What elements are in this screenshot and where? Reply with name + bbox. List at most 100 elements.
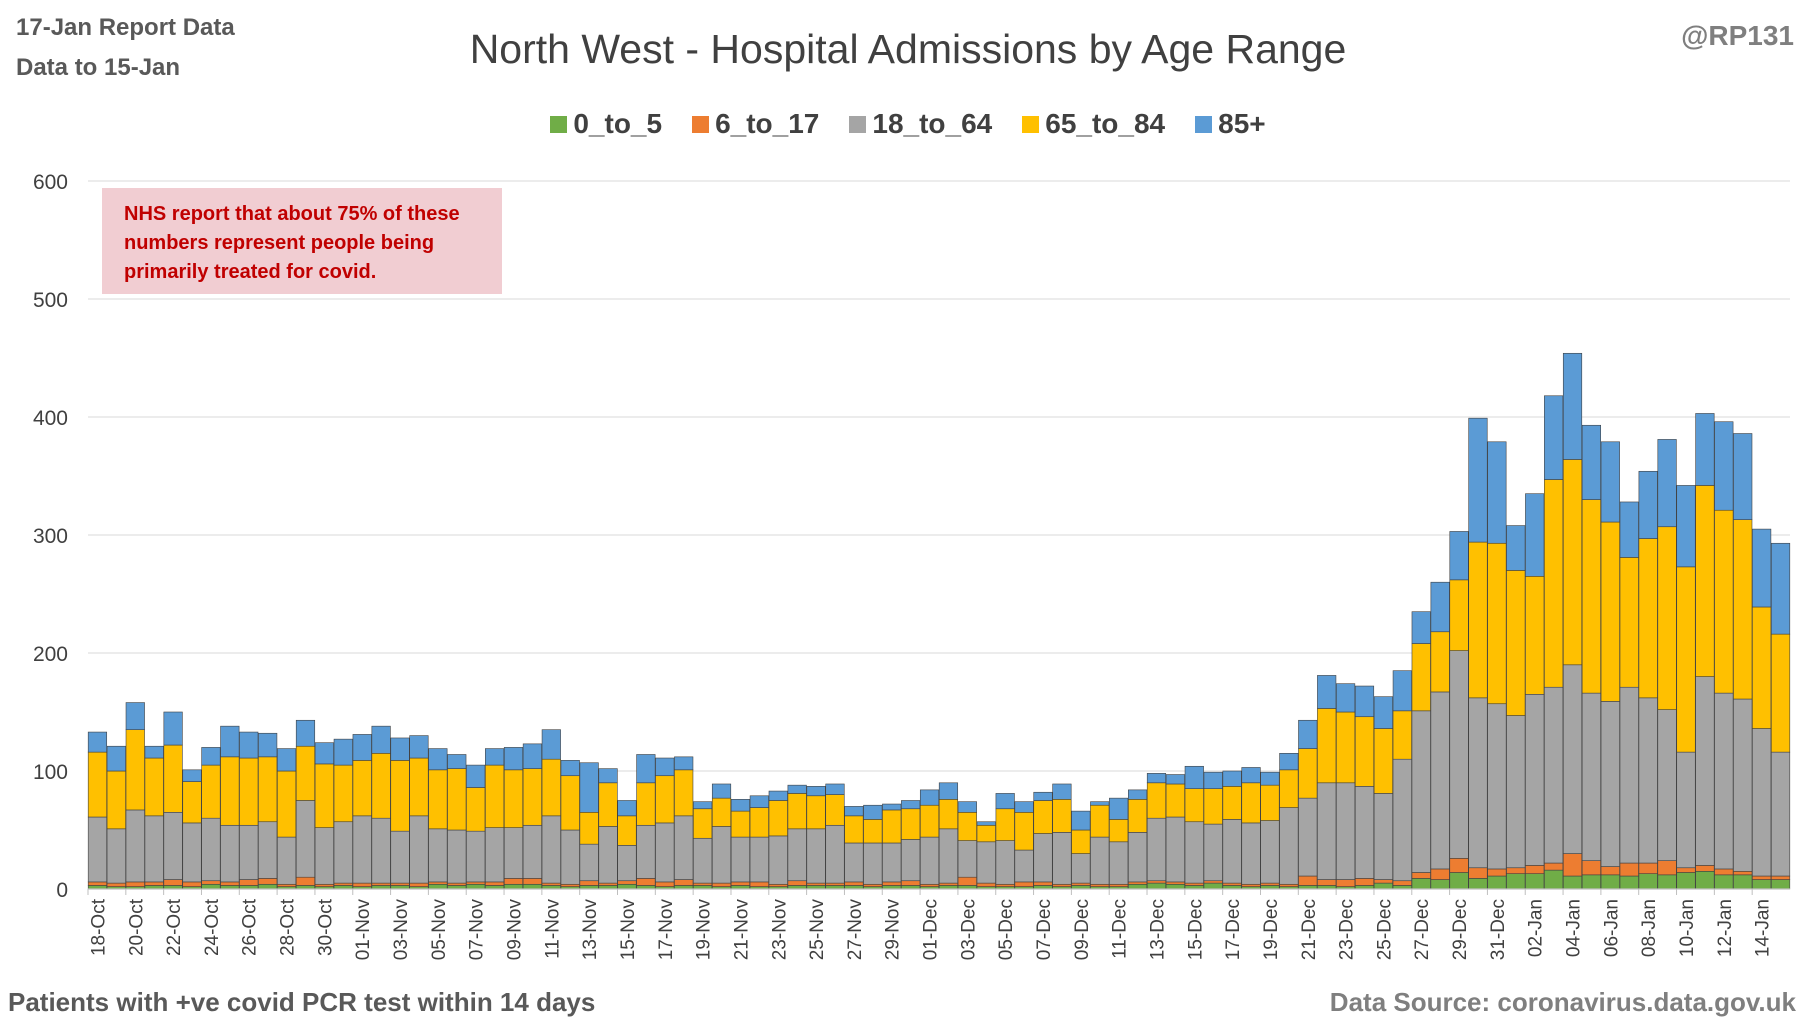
bar-segment-6-to-17 bbox=[901, 880, 921, 886]
x-tick-label: 23-Dec bbox=[1337, 899, 1358, 960]
bar-segment-85- bbox=[1260, 771, 1280, 786]
legend-label-0-to-5: 0_to_5 bbox=[573, 108, 663, 139]
bar-segment-85- bbox=[1014, 801, 1034, 813]
bar-segment-18-to-64 bbox=[919, 836, 940, 885]
bar-segment-18-to-64 bbox=[1128, 832, 1148, 883]
bar-segment-65-to-84 bbox=[693, 808, 713, 839]
bar-segment-0-to-5 bbox=[1146, 882, 1167, 890]
bar-segment-0-to-5 bbox=[1487, 875, 1507, 890]
bar-segment-65-to-84 bbox=[295, 745, 316, 801]
bar-segment-85- bbox=[1392, 670, 1412, 712]
bar-segment-0-to-5 bbox=[1449, 872, 1469, 890]
bar-segment-65-to-84 bbox=[144, 757, 164, 817]
bar-segment-6-to-17 bbox=[1109, 883, 1129, 887]
x-tick-label: 02-Jan bbox=[1526, 899, 1547, 957]
bar-segment-6-to-17 bbox=[1165, 881, 1185, 885]
x-tick-label: 21-Dec bbox=[1299, 899, 1320, 960]
bar-segment-18-to-64 bbox=[1676, 751, 1696, 869]
bar-segment-18-to-64 bbox=[1392, 758, 1412, 882]
bar-segment-18-to-64 bbox=[87, 816, 108, 883]
bar-segment-65-to-84 bbox=[1279, 769, 1299, 808]
bar-segment-6-to-17 bbox=[768, 883, 788, 887]
bar-segment-85- bbox=[1241, 767, 1261, 784]
bar-segment-6-to-17 bbox=[1298, 875, 1318, 886]
bar-segment-85- bbox=[201, 747, 221, 766]
y-tick-label: 200 bbox=[33, 643, 68, 666]
bar-segment-6-to-17 bbox=[693, 882, 713, 886]
bar-segment-85- bbox=[995, 793, 1015, 810]
bar-segment-65-to-84 bbox=[485, 764, 505, 828]
bar-segment-18-to-64 bbox=[1033, 833, 1053, 883]
bar-segment-85- bbox=[938, 782, 959, 800]
bar-segment-0-to-5 bbox=[1581, 874, 1601, 890]
bar-segment-65-to-84 bbox=[938, 799, 959, 830]
bar-segment-6-to-17 bbox=[371, 882, 391, 886]
bar-segment-65-to-84 bbox=[466, 787, 486, 832]
bar-segment-65-to-84 bbox=[1430, 631, 1450, 693]
bar-segment-85- bbox=[1449, 531, 1469, 581]
bar-segment-85- bbox=[711, 783, 732, 799]
bar-segment-85- bbox=[957, 801, 977, 813]
bar-segment-18-to-64 bbox=[693, 837, 713, 884]
bar-segment-85- bbox=[844, 806, 864, 817]
bar-segment-18-to-64 bbox=[617, 845, 637, 882]
bar-segment-65-to-84 bbox=[674, 769, 694, 817]
bar-segment-18-to-64 bbox=[447, 829, 467, 884]
bar-segment-18-to-64 bbox=[106, 828, 126, 884]
bar-segment-6-to-17 bbox=[1090, 883, 1110, 887]
bar-segment-6-to-17 bbox=[1392, 880, 1412, 886]
bar-segment-85- bbox=[1770, 542, 1791, 635]
bar-segment-18-to-64 bbox=[314, 827, 334, 885]
bar-segment-65-to-84 bbox=[617, 815, 637, 846]
bar-segment-6-to-17 bbox=[295, 876, 316, 886]
bar-segment-18-to-64 bbox=[1695, 676, 1715, 866]
bar-segment-85- bbox=[1128, 789, 1148, 800]
annotation-line-3: primarily treated for covid. bbox=[124, 261, 377, 283]
annotation-line-2: numbers represent people being bbox=[124, 232, 435, 254]
bar-segment-65-to-84 bbox=[258, 756, 278, 823]
bar-segment-85- bbox=[1279, 752, 1299, 771]
bar-segment-18-to-64 bbox=[333, 821, 353, 884]
bar-segment-85- bbox=[655, 757, 675, 777]
bar-segment-6-to-17 bbox=[1619, 862, 1639, 877]
bar-segment-65-to-84 bbox=[1354, 716, 1375, 787]
bar-segment-0-to-5 bbox=[1506, 873, 1526, 890]
bar-segment-6-to-17 bbox=[1770, 875, 1791, 880]
bar-segment-18-to-64 bbox=[371, 817, 391, 884]
bar-segment-6-to-17 bbox=[485, 881, 505, 886]
bar-segment-18-to-64 bbox=[239, 824, 259, 880]
x-tick-label: 27-Dec bbox=[1412, 899, 1433, 960]
bar-segment-85- bbox=[163, 711, 183, 746]
bar-segment-65-to-84 bbox=[390, 760, 410, 832]
x-tick-label: 13-Dec bbox=[1147, 899, 1168, 960]
bar-segment-6-to-17 bbox=[258, 878, 278, 885]
bar-segment-65-to-84 bbox=[1657, 526, 1677, 710]
bar-segment-65-to-84 bbox=[1562, 459, 1583, 666]
bar-segment-65-to-84 bbox=[1222, 786, 1242, 820]
bar-segment-85- bbox=[1600, 441, 1620, 523]
bar-segment-6-to-17 bbox=[1052, 883, 1072, 887]
bar-segment-65-to-84 bbox=[1241, 782, 1261, 824]
bar-segment-18-to-64 bbox=[1619, 686, 1639, 864]
bar-segment-6-to-17 bbox=[1449, 858, 1469, 873]
bar-segment-0-to-5 bbox=[1430, 879, 1450, 890]
bar-segment-85- bbox=[1468, 417, 1488, 543]
bar-segment-18-to-64 bbox=[882, 842, 902, 883]
bar-segment-6-to-17 bbox=[1260, 882, 1280, 886]
bar-segment-85- bbox=[144, 745, 164, 759]
bar-segment-85- bbox=[806, 786, 826, 797]
bar-segment-65-to-84 bbox=[1449, 579, 1469, 651]
bar-segment-18-to-64 bbox=[390, 830, 410, 884]
bar-segment-18-to-64 bbox=[182, 822, 202, 883]
bar-segment-6-to-17 bbox=[1544, 862, 1564, 871]
bar-segment-85- bbox=[1676, 485, 1696, 568]
bar-segment-85- bbox=[1090, 801, 1110, 806]
x-tick-label: 11-Dec bbox=[1110, 899, 1131, 959]
bar-segment-85- bbox=[730, 799, 750, 812]
bar-segment-18-to-64 bbox=[1600, 701, 1620, 867]
bar-segment-6-to-17 bbox=[1317, 879, 1337, 886]
bar-segment-18-to-64 bbox=[1184, 821, 1204, 884]
report-date-label: 17-Jan Report Data bbox=[16, 14, 235, 41]
bar-segment-6-to-17 bbox=[1279, 883, 1299, 887]
